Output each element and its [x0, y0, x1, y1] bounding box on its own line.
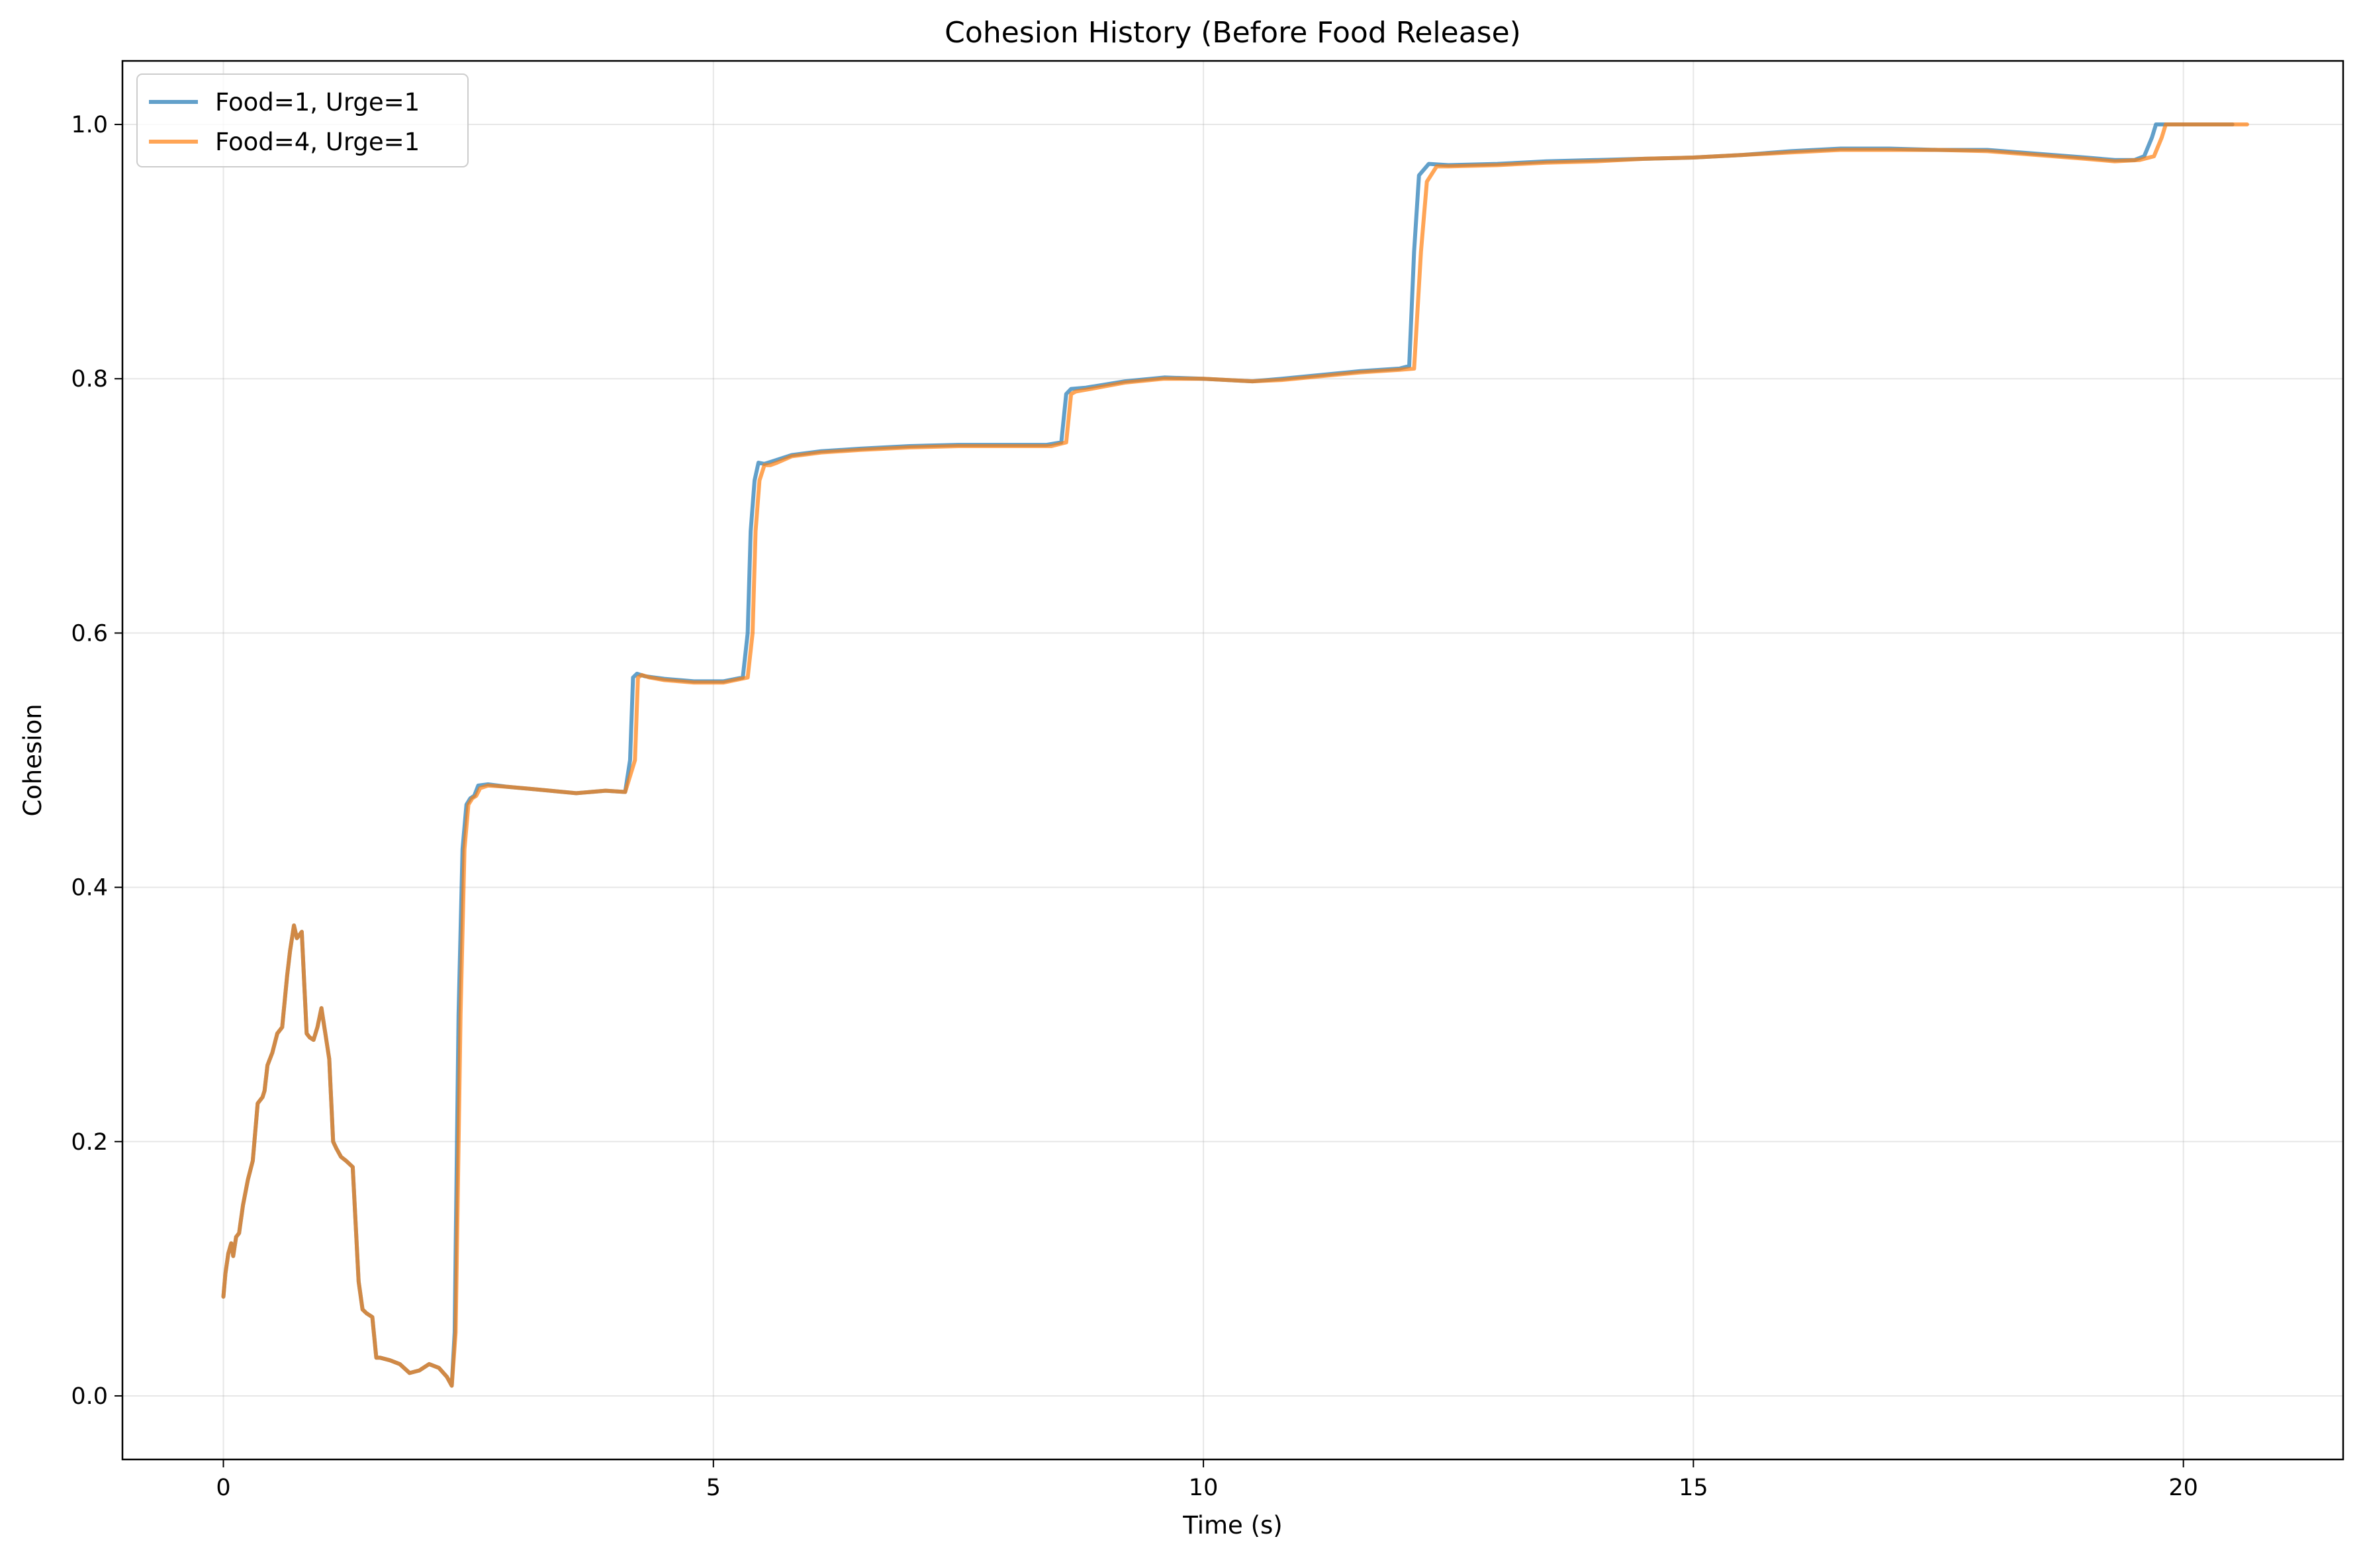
x-axis-label: Time (s) [1182, 1511, 1282, 1540]
y-tick-label: 0.4 [71, 875, 108, 901]
axis-ticks: 0 5 10 15 20 0.0 0.2 0.4 0.6 0.8 1.0 [71, 112, 2198, 1501]
series-lines [221, 122, 2249, 1388]
y-axis-label: Cohesion [19, 704, 47, 816]
y-tick-label: 0.0 [71, 1383, 108, 1410]
grid [122, 61, 2343, 1459]
y-tick-label: 0.8 [71, 366, 108, 392]
chart-title: Cohesion History (Before Food Release) [945, 16, 1521, 50]
plot-area-frame [121, 60, 2344, 1461]
legend-label-2: Food=4, Urge=1 [215, 128, 420, 156]
y-tick-label: 0.2 [71, 1129, 108, 1156]
x-tick-label: 20 [2168, 1475, 2198, 1501]
series-line-2 [221, 122, 2249, 1388]
x-tick-label: 5 [706, 1475, 721, 1501]
y-tick-label: 1.0 [71, 112, 108, 138]
legend-label-1: Food=1, Urge=1 [215, 88, 420, 116]
x-tick-label: 15 [1679, 1475, 1708, 1501]
legend: Food=1, Urge=1 Food=4, Urge=1 [136, 73, 469, 167]
legend-box [136, 73, 469, 167]
x-tick-label: 0 [216, 1475, 230, 1501]
y-tick-label: 0.6 [71, 620, 108, 647]
x-tick-label: 10 [1189, 1475, 1219, 1501]
